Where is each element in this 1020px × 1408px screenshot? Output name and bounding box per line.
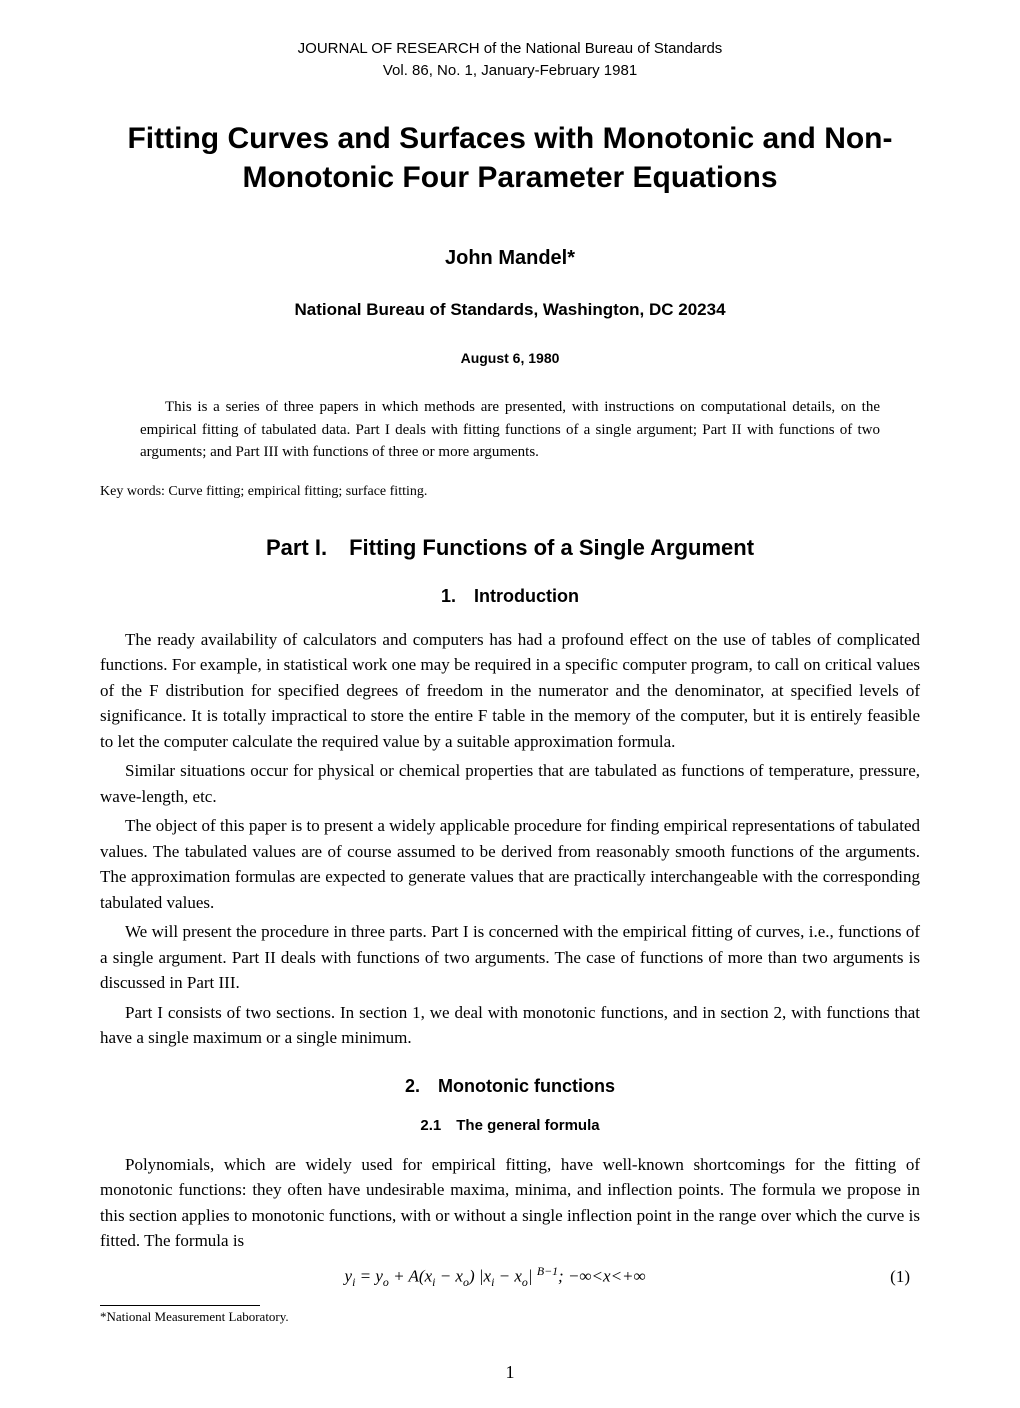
section-1-para-1: The ready availability of calculators an…	[100, 627, 920, 755]
equation-1: yi = yo + A(xi − xo) |xi − xo| B−1; −∞<x…	[100, 1264, 890, 1290]
part-heading: Part I. Fitting Functions of a Single Ar…	[100, 535, 920, 561]
abstract-text: This is a series of three papers in whic…	[140, 396, 880, 464]
submission-date: August 6, 1980	[100, 350, 920, 366]
page-number: 1	[0, 1362, 1020, 1383]
footnote-text: *National Measurement Laboratory.	[100, 1309, 920, 1325]
section-2-1-heading: 2.1 The general formula	[100, 1117, 920, 1134]
section-1-para-3: The object of this paper is to present a…	[100, 813, 920, 915]
keywords: Key words: Curve fitting; empirical fitt…	[100, 484, 920, 500]
footnote-rule	[100, 1305, 260, 1306]
author-name: John Mandel*	[100, 247, 920, 270]
author-affiliation: National Bureau of Standards, Washington…	[100, 300, 920, 320]
journal-volume: Vol. 86, No. 1, January-February 1981	[100, 62, 920, 79]
paper-title: Fitting Curves and Surfaces with Monoton…	[100, 119, 920, 197]
equation-row: yi = yo + A(xi − xo) |xi − xo| B−1; −∞<x…	[100, 1264, 920, 1290]
section-2-para-1: Polynomials, which are widely used for e…	[100, 1152, 920, 1254]
section-1-para-4: We will present the procedure in three p…	[100, 919, 920, 996]
section-1-para-2: Similar situations occur for physical or…	[100, 758, 920, 809]
section-2-heading: 2. Monotonic functions	[100, 1076, 920, 1097]
section-1-para-5: Part I consists of two sections. In sect…	[100, 1000, 920, 1051]
journal-name: JOURNAL OF RESEARCH of the National Bure…	[100, 40, 920, 57]
section-1-heading: 1. Introduction	[100, 586, 920, 607]
equation-1-number: (1)	[890, 1267, 920, 1287]
